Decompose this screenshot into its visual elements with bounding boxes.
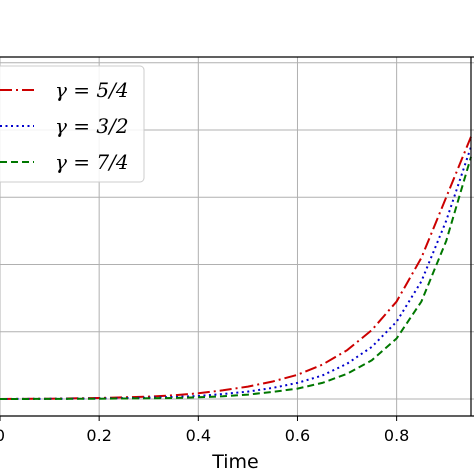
legend-label-2: γ = 3/2 <box>55 114 129 138</box>
x-axis: 0 0.2 0.4 0.6 0.8 <box>0 416 409 445</box>
x-tick-label: 0.2 <box>86 426 111 445</box>
x-tick-label: 0 <box>0 426 5 445</box>
x-tick-label: 0.6 <box>285 426 310 445</box>
x-tick-label: 0.4 <box>186 426 211 445</box>
legend-box <box>0 65 145 183</box>
series-lines <box>0 136 472 400</box>
legend-label-3: γ = 7/4 <box>55 150 129 174</box>
legend: γ = 5/4 γ = 3/2 γ = 7/4 <box>0 65 145 183</box>
plot-frame <box>0 56 474 417</box>
legend-label-1: γ = 5/4 <box>55 78 129 102</box>
x-tick-label: 0.8 <box>384 426 409 445</box>
series-line-3 <box>0 156 472 400</box>
x-axis-title: Time <box>211 451 259 473</box>
